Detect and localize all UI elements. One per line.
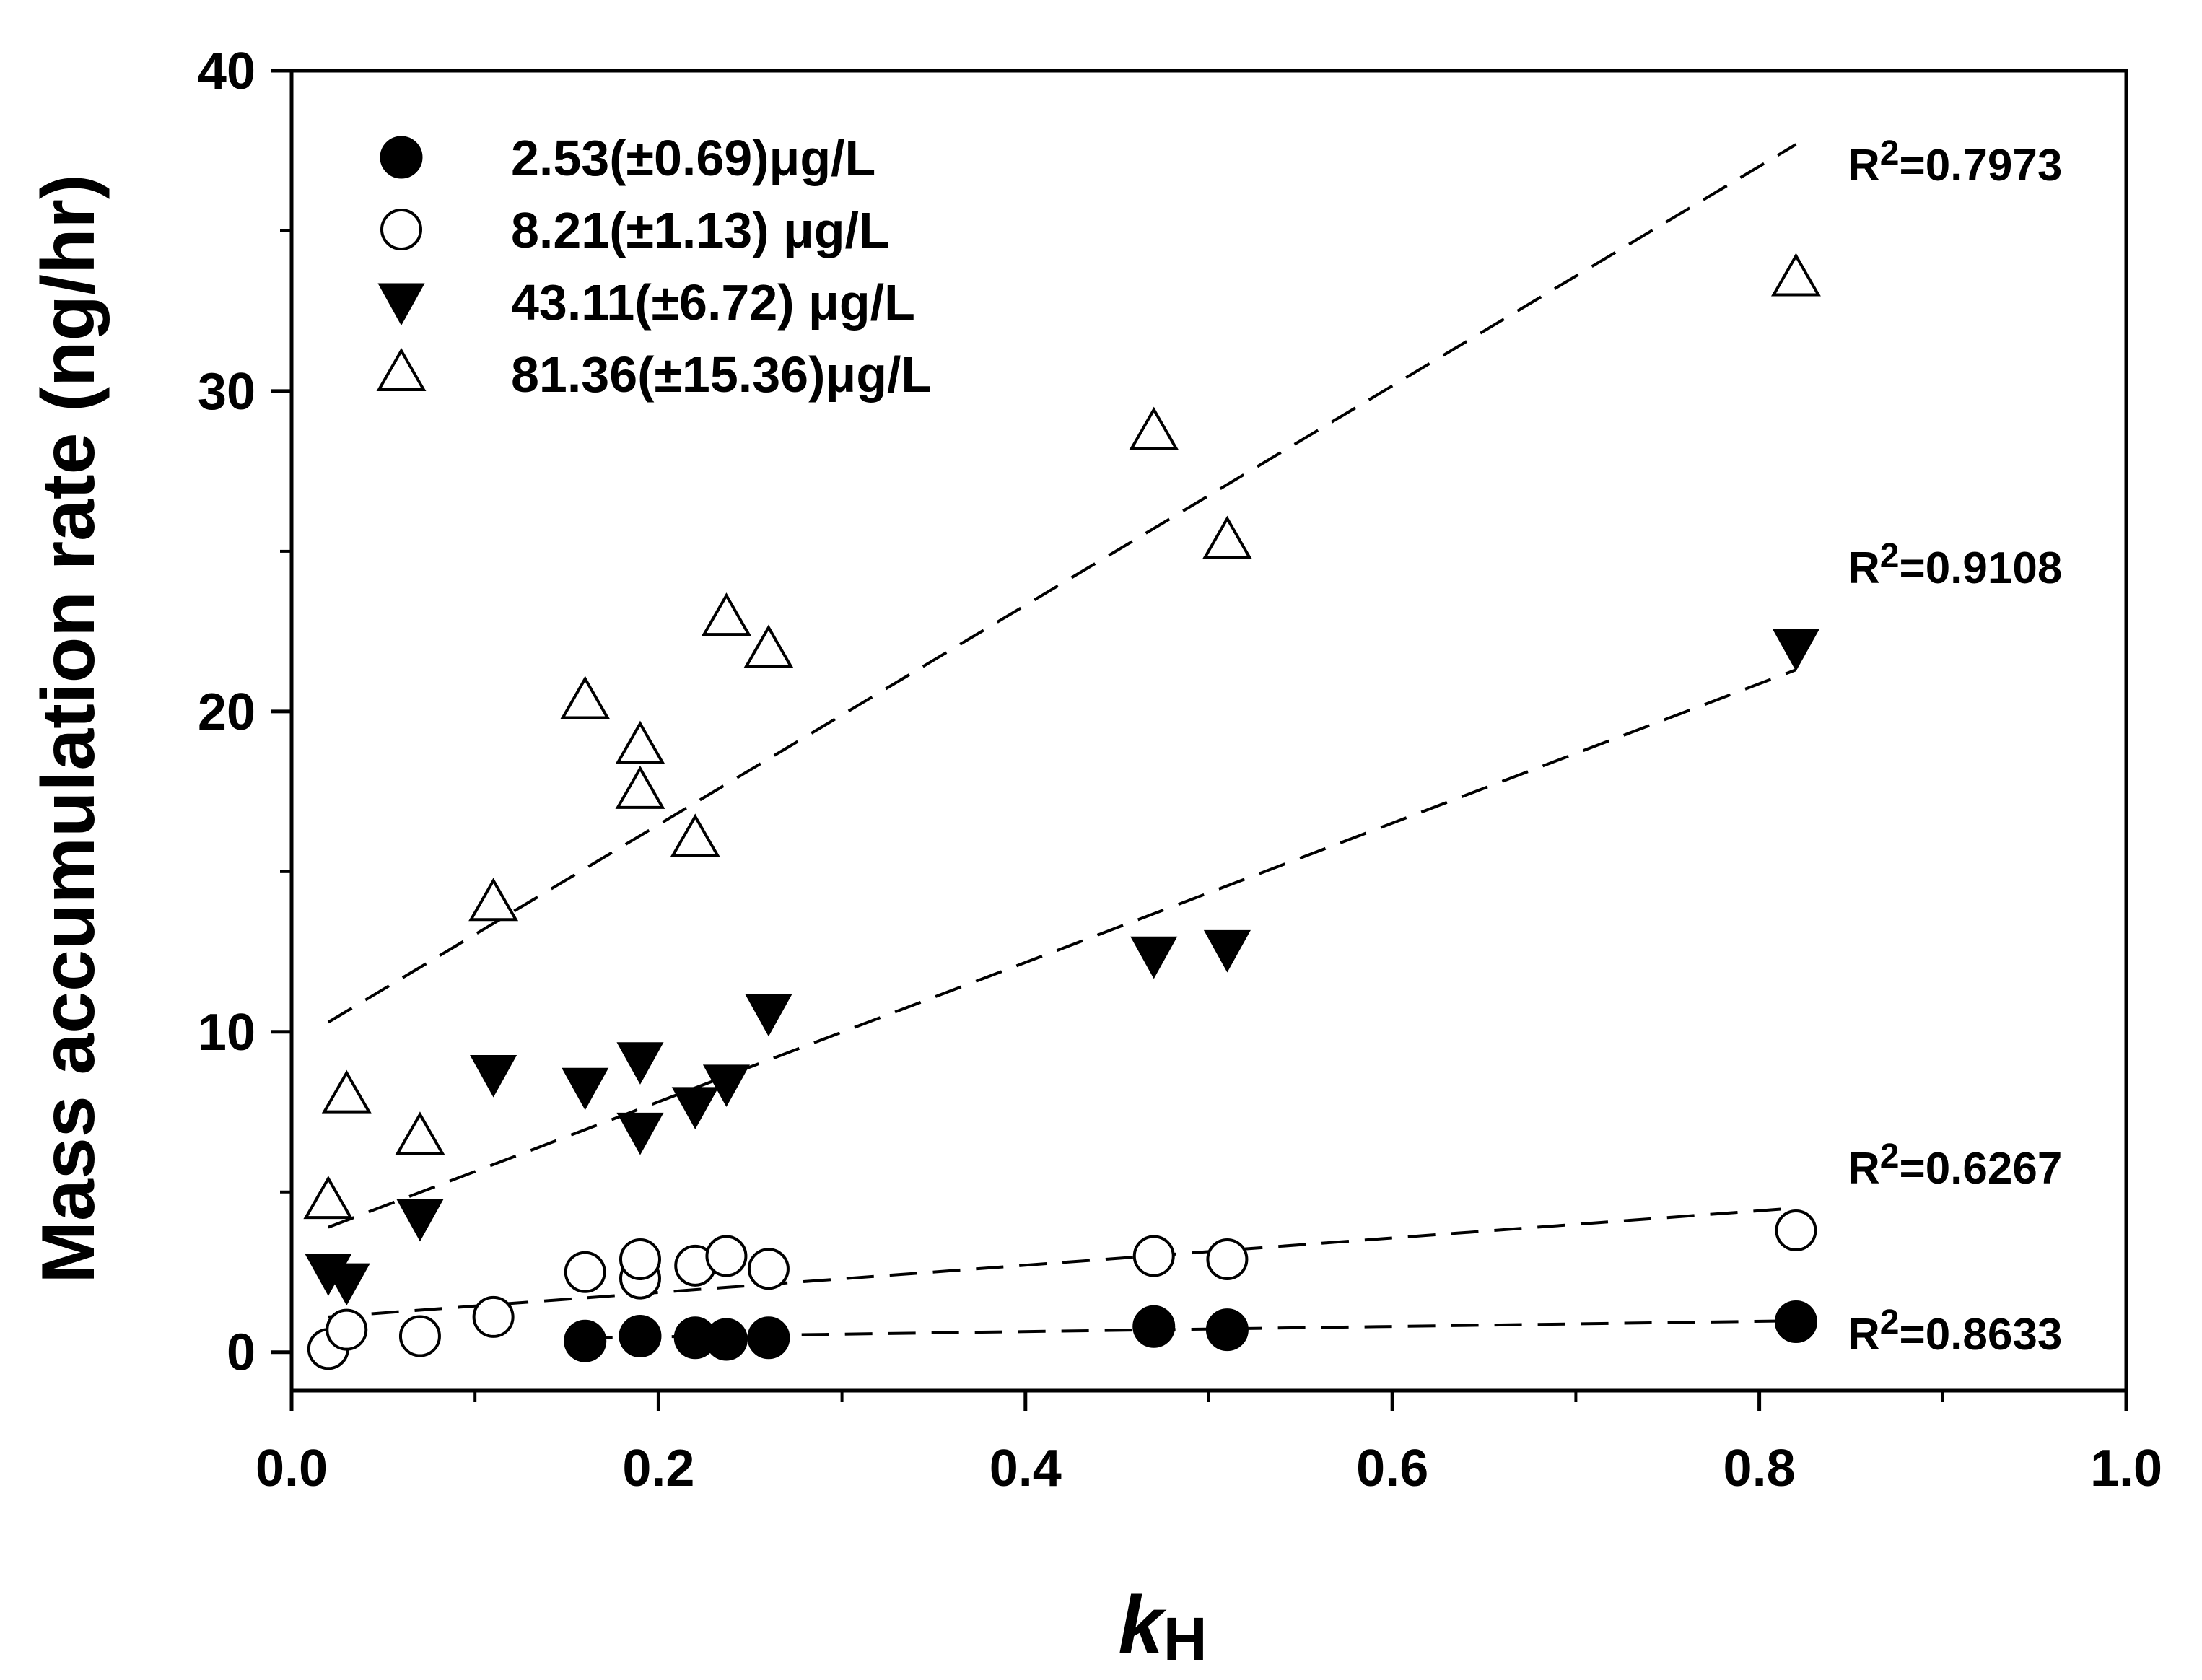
data-point-series-2 [326,1308,368,1351]
data-point-series-1 [747,1316,790,1360]
data-point-series-3 [616,1112,664,1155]
data-point-series-4 [1770,253,1821,297]
data-point-series-3 [671,1087,719,1129]
y-tick-label: 40 [198,43,255,100]
data-point-series-2 [705,1235,748,1277]
data-point-series-2 [1132,1235,1175,1277]
trend-lines [327,143,1797,1339]
y-tick-label: 10 [198,1004,255,1062]
axis-ticks: 0.0 0.2 0.4 0.6 0.8 1.0 0 10 20 30 40 [198,43,2162,1497]
data-point-series-4 [670,813,720,857]
data-point-series-2 [1775,1209,1817,1252]
data-point-series-4 [1202,515,1252,559]
r2-letter: R [1848,1144,1880,1194]
data-point-series-4 [701,592,751,636]
legend-marker-series-2 [380,209,422,250]
data-point-series-3 [323,1263,370,1306]
x-tick-label: 1.0 [2090,1440,2162,1497]
r2-value: =0.8633 [1899,1310,2062,1360]
r2-label-series-2: R2=0.6267 [1848,1137,2062,1194]
x-axis-label-main: k [1119,1580,1167,1670]
legend: 2.53(±0.69)μg/L 8.21(±1.13) μg/L 43.11(±6.… [376,130,932,403]
data-point-series-2 [472,1295,515,1338]
legend-label-series-4: 81.36(±15.36)μg/L [511,346,932,403]
x-tick-label: 0.8 [1723,1440,1796,1497]
y-axis-label: Mass accumulation rate (ng/hr) [27,174,110,1283]
x-tick-label: 0.6 [1356,1440,1428,1497]
x-tick-label: 0.2 [622,1440,694,1497]
data-point-series-1 [1132,1305,1176,1348]
legend-label-series-3: 43.11(±6.72) μg/L [511,274,915,331]
data-point-series-4 [303,1176,354,1220]
data-point-series-2 [398,1315,441,1357]
data-point-series-1 [1774,1300,1817,1344]
data-point-series-4 [615,720,665,764]
data-point-series-3 [396,1199,444,1242]
y-tick-label: 20 [198,683,255,741]
legend-marker-series-4 [376,347,427,391]
legend-label-series-2: 8.21(±1.13) μg/L [511,202,890,258]
data-point-series-4 [1129,406,1179,450]
r2-superscript: 2 [1880,537,1900,575]
trend-line-series-3 [328,668,1797,1229]
y-tick-label: 0 [227,1324,255,1382]
data-point-series-3 [745,994,792,1037]
r2-value: =0.6267 [1899,1144,2062,1194]
legend-marker-series-3 [377,283,425,326]
r2-label-series-1: R2=0.8633 [1848,1303,2062,1360]
data-point-series-2 [619,1238,661,1280]
data-point-series-1 [619,1315,662,1358]
trend-line-series-1 [585,1319,1796,1339]
data-point-series-2 [747,1248,790,1290]
data-point-series-1 [564,1319,607,1362]
r2-label-series-4: R2=0.7973 [1848,134,2062,191]
data-point-series-4 [615,765,665,809]
data-point-series-4 [743,624,794,668]
r2-value: =0.9108 [1899,543,2062,593]
data-point-series-3 [562,1067,609,1111]
data-point-series-3 [1203,929,1251,973]
trend-line-series-2 [328,1206,1796,1318]
trend-line-series-4 [327,143,1797,1024]
data-point-series-3 [702,1064,751,1107]
r2-value: =0.7973 [1899,141,2062,191]
r2-letter: R [1848,543,1880,593]
data-point-series-4 [321,1069,372,1114]
legend-marker-series-1 [380,136,423,179]
data-point-series-3 [1130,936,1178,979]
data-points [303,253,1821,1370]
r2-letter: R [1848,1310,1880,1360]
x-axis-label: kH [1119,1580,1207,1673]
x-tick-label: 0.0 [255,1440,328,1497]
data-point-series-4 [395,1111,445,1155]
r2-superscript: 2 [1880,134,1900,172]
r2-letter: R [1848,141,1880,191]
data-point-series-3 [1772,629,1819,672]
x-tick-label: 0.4 [989,1440,1062,1497]
r2-superscript: 2 [1880,1303,1900,1342]
data-point-series-4 [560,675,611,719]
data-point-series-1 [1205,1308,1249,1352]
r2-superscript: 2 [1880,1137,1900,1176]
x-axis-label-subscript: H [1163,1605,1207,1673]
r2-label-series-3: R2=0.9108 [1848,537,2062,593]
data-point-series-2 [564,1251,606,1293]
data-point-series-1 [704,1318,748,1361]
data-point-series-2 [1206,1238,1249,1280]
legend-label-series-1: 2.53(±0.69)μg/L [511,130,875,186]
data-point-series-4 [468,878,519,922]
data-point-series-3 [616,1042,664,1085]
data-point-series-3 [470,1055,517,1098]
y-tick-label: 30 [198,363,255,421]
